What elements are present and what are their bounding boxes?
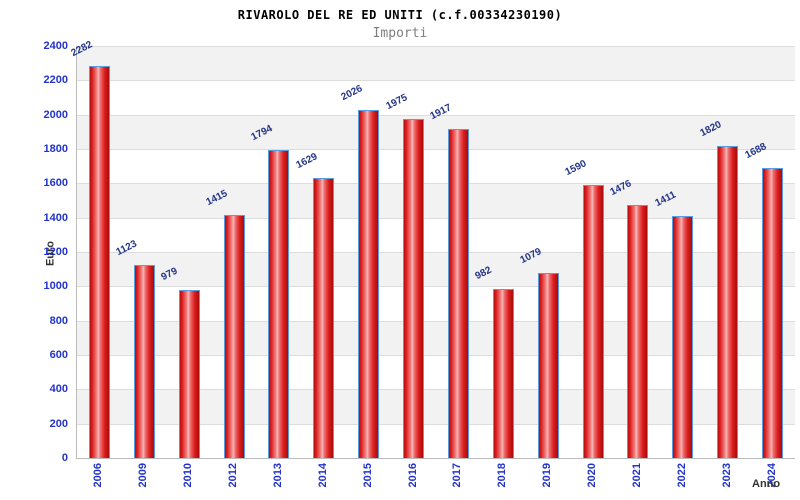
y-tick-label: 1600 — [43, 177, 68, 190]
x-axis-title: Anno — [752, 478, 781, 490]
bar-2024 — [762, 168, 784, 458]
gridline — [77, 114, 795, 116]
y-tick-label: 0 — [61, 452, 68, 464]
y-tick-label: 800 — [49, 314, 68, 327]
bar-2009 — [133, 265, 155, 458]
gridline — [77, 46, 795, 47]
x-tick-label: 2018 — [496, 463, 509, 488]
plot-band — [77, 46, 795, 81]
x-tick-label: 2014 — [316, 463, 329, 488]
y-axis-title: Euro — [44, 240, 57, 267]
x-tick-label: 2017 — [451, 463, 464, 488]
bar-2013 — [268, 150, 290, 458]
gridline — [77, 217, 795, 219]
plot-band — [77, 183, 795, 218]
y-tick-label: 200 — [49, 417, 68, 430]
y-tick-label: 1000 — [43, 280, 68, 293]
x-tick-label: 2019 — [541, 463, 554, 488]
x-tick-label: 2015 — [361, 463, 374, 488]
bar-2010 — [178, 289, 200, 458]
plot-area: 2282 1123 979 1415 1794 1629 2026 1975 1917 982 10… — [70, 39, 795, 459]
chart-subtitle: Importi — [372, 26, 428, 41]
x-tick-label: 2009 — [137, 463, 150, 488]
x-tick-label: 2023 — [720, 463, 733, 488]
gridline — [77, 80, 795, 82]
x-tick-label: 2013 — [271, 463, 284, 488]
gridline — [77, 423, 795, 425]
plot-band — [77, 149, 795, 184]
gridline — [77, 355, 795, 356]
y-tick-label: 400 — [49, 383, 68, 396]
x-tick-label: 2022 — [675, 463, 688, 488]
bar-2022 — [672, 215, 694, 458]
y-tick-label: 1400 — [43, 211, 68, 224]
y-tick-label: 1800 — [43, 143, 68, 155]
x-tick-label: 2021 — [630, 463, 643, 488]
bar-2018 — [492, 289, 514, 458]
bar-2006 — [88, 66, 110, 458]
x-tick-label: 2016 — [406, 463, 419, 488]
gridline — [77, 389, 795, 391]
y-tick-label: 2400 — [43, 40, 68, 52]
x-tick-label: 2006 — [92, 463, 105, 488]
bar-2023 — [717, 145, 739, 458]
y-tick-label: 2200 — [43, 74, 68, 87]
chart-title: RIVAROLO DEL RE ED UNITI (c.f.0033423019… — [237, 8, 563, 22]
bar-2014 — [313, 178, 335, 458]
x-tick-label: 2012 — [227, 463, 240, 488]
plot-band — [77, 114, 795, 149]
x-tick-label: 2010 — [182, 463, 195, 488]
bar-2020 — [582, 185, 604, 458]
bar-2012 — [223, 215, 245, 458]
bar-2017 — [447, 128, 469, 458]
gridline — [77, 149, 795, 150]
gridline — [77, 183, 795, 185]
bar-2015 — [358, 110, 380, 458]
bar-2019 — [537, 272, 559, 458]
x-tick-label: 2020 — [586, 463, 599, 488]
y-tick-label: 1200 — [43, 246, 68, 258]
gridline — [77, 286, 795, 288]
bar-2021 — [627, 204, 649, 458]
y-tick-label: 2000 — [43, 108, 68, 121]
y-tick-label: 600 — [49, 349, 68, 361]
gridline — [77, 252, 795, 253]
gridline — [77, 320, 795, 322]
bar-2016 — [403, 118, 425, 458]
plot-band — [77, 80, 795, 115]
